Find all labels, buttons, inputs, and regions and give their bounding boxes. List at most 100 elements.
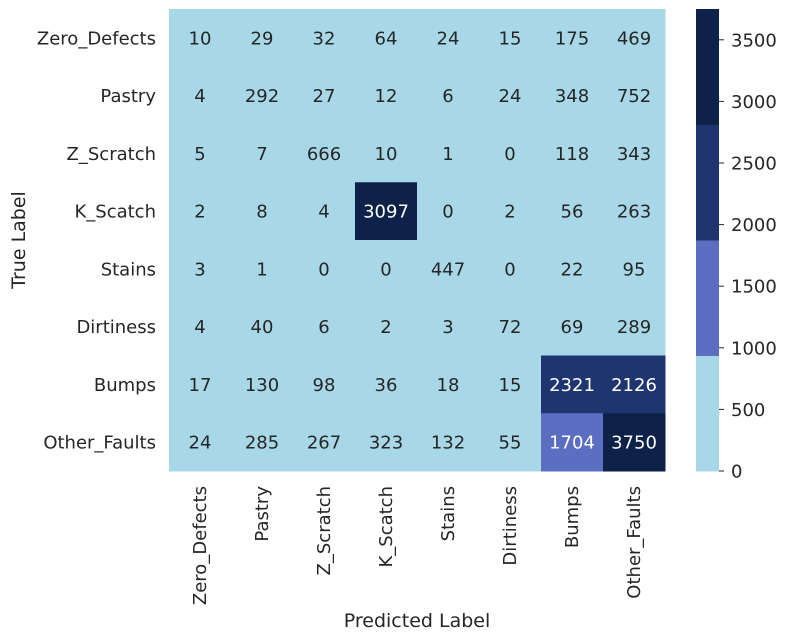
colorbar-tick-label: 2500 [731, 154, 777, 175]
cell-value-label: 24 [437, 28, 460, 49]
y-tick-label: Stains [101, 259, 156, 280]
cell-value-label: 666 [307, 144, 341, 165]
cell-value-label: 1 [442, 144, 453, 165]
cell-value-label: 118 [555, 144, 589, 165]
heatmap-cells [169, 9, 666, 472]
cell-value-label: 132 [431, 433, 465, 454]
cell-value-label: 12 [375, 86, 398, 107]
cell-value-label: 15 [499, 375, 522, 396]
cell-value-label: 289 [617, 317, 651, 338]
y-tick-label: Bumps [94, 375, 156, 396]
cell-value-label: 5 [194, 144, 205, 165]
cell-value-label: 348 [555, 86, 589, 107]
x-tick-label: Other_Faults [624, 486, 645, 599]
cell-value-label: 2321 [549, 375, 595, 396]
cell-value-label: 2 [504, 202, 515, 223]
cell-value-label: 2 [380, 317, 391, 338]
cell-value-label: 4 [194, 317, 205, 338]
colorbar-segment [696, 125, 719, 241]
y-tick-label: Z_Scratch [67, 144, 156, 165]
y-tick-label: K_Scatch [74, 202, 156, 223]
x-tick-label: Dirtiness [500, 486, 521, 566]
cell-value-label: 69 [561, 317, 584, 338]
cell-value-label: 323 [369, 433, 403, 454]
colorbar-segment [696, 356, 719, 472]
x-tick-label: Pastry [252, 486, 273, 542]
y-tick-label: Dirtiness [76, 317, 156, 338]
x-tick-label: Stains [438, 486, 459, 541]
cell-value-label: 98 [313, 375, 336, 396]
cell-value-label: 285 [245, 433, 279, 454]
y-tick-label: Pastry [100, 86, 156, 107]
y-tick-labels: Zero_Defects Pastry Z_Scratch K_Scatch Stain… [37, 28, 156, 453]
cell-value-label: 6 [442, 86, 453, 107]
cell-value-label: 36 [375, 375, 398, 396]
cell-value-label: 6 [318, 317, 329, 338]
cell-value-label: 130 [245, 375, 279, 396]
cell-value-label: 3 [442, 317, 453, 338]
cell-value-label: 3 [194, 259, 205, 280]
colorbar-segment [696, 9, 719, 125]
cell-value-label: 3750 [611, 433, 657, 454]
cell-value-label: 64 [375, 28, 398, 49]
cell-value-label: 447 [431, 259, 465, 280]
y-axis-title: True Label [8, 191, 30, 290]
cell-value-label: 343 [617, 144, 651, 165]
cell-value-label: 3097 [363, 202, 409, 223]
cell-value-label: 0 [504, 144, 515, 165]
cell-value-label: 32 [313, 28, 336, 49]
x-tick-label: Bumps [562, 486, 583, 548]
cell-value-label: 24 [189, 433, 212, 454]
colorbar-ticks: 0 500 1000 1500 2000 2500 3000 3500 [719, 30, 777, 482]
cell-value-label: 469 [617, 28, 651, 49]
cell-value-label: 72 [499, 317, 522, 338]
cell-value-label: 263 [617, 202, 651, 223]
cell-value-label: 29 [251, 28, 274, 49]
cell-value-label: 1 [256, 259, 267, 280]
cell-value-label: 10 [375, 144, 398, 165]
cell-value-label: 0 [504, 259, 515, 280]
cell-value-label: 95 [623, 259, 646, 280]
x-tick-labels: Zero_Defects Pastry Z_Scratch K_Scatch Stain… [190, 486, 645, 605]
cell-value-label: 56 [561, 202, 584, 223]
x-tick-label: Z_Scratch [314, 486, 335, 575]
cell-value-label: 40 [251, 317, 274, 338]
x-tick-label: Zero_Defects [190, 486, 211, 605]
colorbar-tick-label: 500 [731, 400, 765, 421]
cell-value-label: 267 [307, 433, 341, 454]
x-axis-title: Predicted Label [344, 610, 491, 632]
cell-value-label: 24 [499, 86, 522, 107]
cell-value-label: 752 [617, 86, 651, 107]
y-tick-label: Zero_Defects [37, 28, 156, 49]
cell-value-label: 292 [245, 86, 279, 107]
colorbar-tick-label: 3000 [731, 92, 777, 113]
colorbar-tick-label: 3500 [731, 30, 777, 51]
cell-value-label: 10 [189, 28, 212, 49]
cell-value-label: 17 [189, 375, 212, 396]
cell-value-label: 18 [437, 375, 460, 396]
x-tick-label: K_Scatch [376, 486, 397, 568]
colorbar-tick-label: 1000 [731, 338, 777, 359]
colorbar-segment [696, 240, 719, 356]
cell-value-label: 2 [194, 202, 205, 223]
cell-value-label: 0 [380, 259, 391, 280]
cell-value-label: 8 [256, 202, 267, 223]
cell-value-label: 4 [194, 86, 205, 107]
cell-value-label: 4 [318, 202, 329, 223]
y-tick-label: Other_Faults [43, 433, 156, 454]
cell-value-label: 7 [256, 144, 267, 165]
cell-value-label: 15 [499, 28, 522, 49]
cell-value-label: 55 [499, 433, 522, 454]
cell-value-label: 1704 [549, 433, 595, 454]
cell-value-label: 0 [318, 259, 329, 280]
colorbar-tick-label: 2000 [731, 215, 777, 236]
cell-value-label: 0 [442, 202, 453, 223]
colorbar [696, 9, 719, 472]
cell-value-label: 22 [561, 259, 584, 280]
colorbar-tick-label: 0 [731, 462, 742, 483]
cell-value-label: 175 [555, 28, 589, 49]
cell-value-label: 2126 [611, 375, 657, 396]
cell-value-label: 27 [313, 86, 336, 107]
colorbar-tick-label: 1500 [731, 277, 777, 298]
